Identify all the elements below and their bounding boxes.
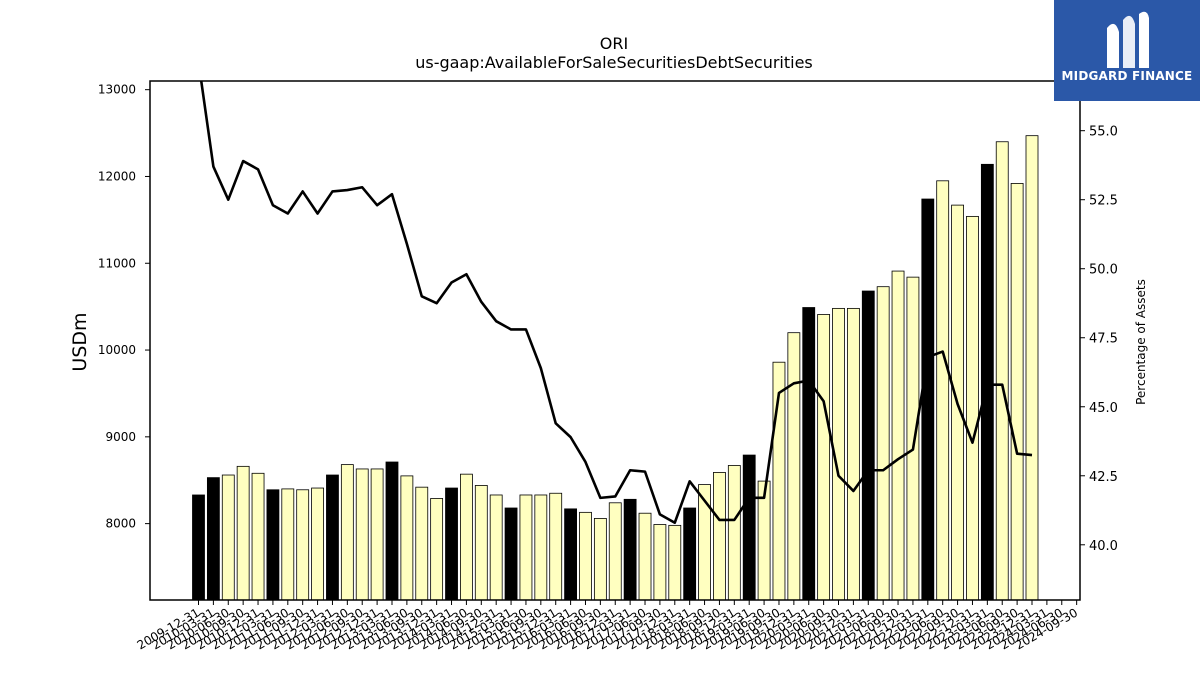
bar bbox=[1025, 135, 1039, 601]
bar bbox=[623, 498, 637, 601]
bar bbox=[742, 454, 756, 601]
y2-tick-label: 47.5 bbox=[1089, 332, 1118, 347]
bar bbox=[400, 475, 414, 601]
line-group bbox=[199, 81, 1033, 525]
y2-tick-label: 55.0 bbox=[1089, 125, 1118, 140]
y2-tick-label: 50.0 bbox=[1089, 263, 1118, 278]
y2-tick-label: 45.0 bbox=[1089, 401, 1118, 416]
bar bbox=[802, 307, 816, 601]
bar bbox=[519, 494, 533, 601]
bar bbox=[727, 465, 741, 601]
bar bbox=[504, 507, 518, 601]
chart-subtitle: us-gaap:AvailableForSaleSecuritiesDebtSe… bbox=[415, 53, 813, 72]
bar bbox=[921, 198, 935, 601]
bar bbox=[713, 472, 726, 601]
bar bbox=[415, 486, 429, 601]
bar bbox=[683, 507, 697, 601]
y-tick-label: 12000 bbox=[98, 169, 136, 183]
bar bbox=[966, 215, 979, 601]
bar bbox=[861, 290, 875, 601]
bar bbox=[430, 498, 444, 601]
y-tick-label: 8000 bbox=[105, 517, 136, 531]
bar bbox=[206, 477, 220, 601]
bar bbox=[638, 512, 652, 601]
logo-icon bbox=[1107, 11, 1149, 68]
bar bbox=[474, 485, 488, 601]
bar bbox=[460, 473, 473, 601]
y-tick-label: 13000 bbox=[98, 83, 136, 97]
bar bbox=[846, 307, 860, 601]
bar bbox=[668, 524, 682, 601]
bar bbox=[564, 508, 577, 601]
bar bbox=[340, 464, 354, 601]
bars-group bbox=[192, 135, 1039, 601]
bar bbox=[817, 314, 831, 601]
series-line bbox=[199, 81, 1033, 525]
bar bbox=[936, 180, 950, 601]
bar bbox=[579, 511, 592, 601]
bar bbox=[995, 141, 1009, 601]
y2-axis-label: Percentage of Assets bbox=[1134, 279, 1148, 405]
y2-tick-label: 52.5 bbox=[1089, 194, 1118, 209]
bar bbox=[311, 487, 324, 601]
bar bbox=[1010, 183, 1024, 601]
bar bbox=[445, 487, 458, 601]
bar bbox=[385, 461, 399, 601]
chart-title: ORI bbox=[600, 34, 628, 53]
bar bbox=[251, 472, 265, 601]
bar bbox=[980, 163, 994, 601]
bar bbox=[192, 494, 205, 601]
bar bbox=[608, 502, 622, 601]
bar bbox=[281, 488, 295, 601]
logo-text: MIDGARD FINANCE bbox=[1061, 69, 1193, 83]
y-tick-label: 11000 bbox=[98, 256, 136, 270]
bar bbox=[296, 489, 310, 601]
bar bbox=[653, 524, 667, 601]
bar bbox=[876, 286, 890, 601]
y2-tick-label: 42.5 bbox=[1089, 470, 1118, 485]
y-axis-label: USDm bbox=[69, 312, 91, 371]
bar bbox=[326, 474, 339, 601]
bar bbox=[489, 494, 503, 601]
bar bbox=[891, 270, 905, 601]
bar bbox=[593, 518, 607, 601]
bar bbox=[221, 474, 235, 601]
bar bbox=[787, 332, 801, 601]
y-tick-label: 9000 bbox=[105, 430, 136, 444]
bar bbox=[370, 468, 384, 601]
y-tick-label: 10000 bbox=[98, 343, 136, 357]
bar bbox=[534, 494, 548, 601]
y2-tick-label: 40.0 bbox=[1089, 539, 1118, 554]
bar bbox=[236, 465, 250, 601]
bar bbox=[549, 492, 563, 601]
bar bbox=[355, 468, 369, 601]
bar bbox=[266, 489, 280, 601]
bar bbox=[906, 276, 920, 601]
